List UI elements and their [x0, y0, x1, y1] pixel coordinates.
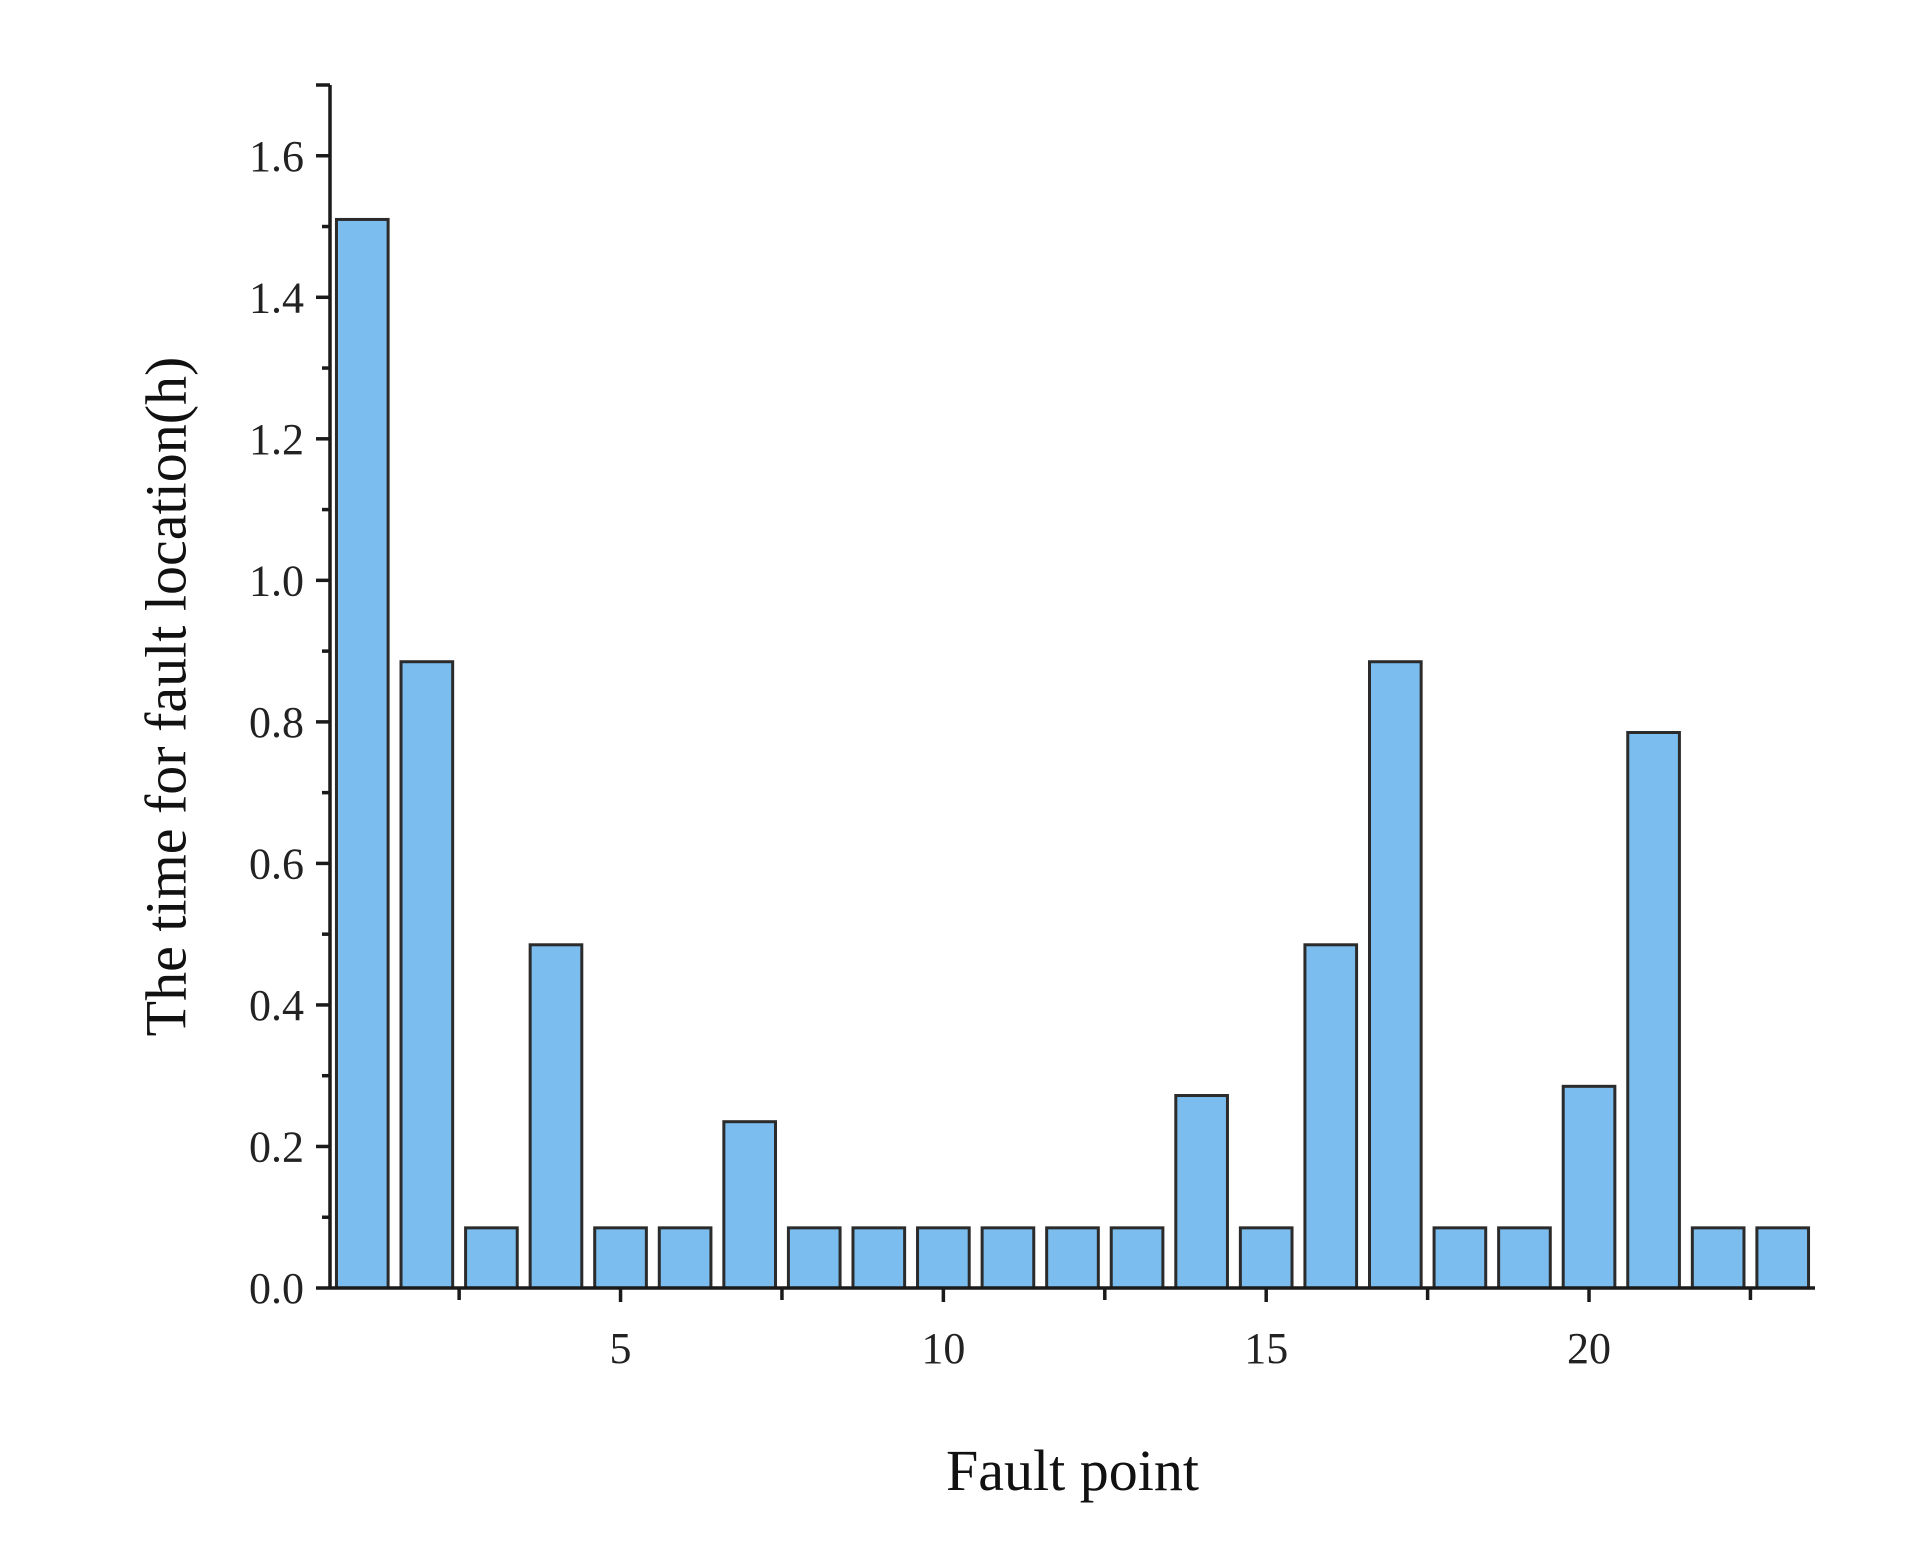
bar-fault-point-22: [1690, 1226, 1746, 1290]
bar-fault-point-5: [593, 1226, 648, 1290]
x-tick-label: 15: [1244, 1324, 1288, 1373]
bar-fault-point-14: [1174, 1094, 1229, 1290]
x-tick-label: 10: [921, 1324, 965, 1373]
bar-fault-point-16: [1303, 943, 1359, 1290]
bar-fault-point-2: [399, 660, 455, 1290]
bar-fault-point-23: [1755, 1226, 1811, 1290]
y-tick-label: 0.6: [249, 839, 304, 888]
y-axis-title: The time for fault location(h): [133, 357, 198, 1037]
bar-fault-point-3: [464, 1226, 519, 1290]
bar-fault-point-9: [851, 1226, 907, 1290]
bar-fault-point-13: [1109, 1226, 1165, 1290]
y-tick-label: 0.4: [249, 981, 304, 1030]
x-axis-title: Fault point: [946, 1438, 1199, 1503]
y-tick-label: 1.2: [249, 415, 304, 464]
x-ticks: 5 10 15 20: [457, 1288, 1753, 1373]
bar-fault-point-11: [980, 1226, 1036, 1290]
bar-fault-point-21: [1626, 731, 1681, 1290]
bar-fault-point-20: [1561, 1084, 1617, 1290]
bar-fault-point-18: [1432, 1226, 1488, 1290]
y-tick-label: 0.2: [249, 1122, 304, 1171]
x-tick-label: 20: [1567, 1324, 1611, 1373]
bar-fault-point-4: [528, 943, 584, 1290]
bar-fault-point-6: [657, 1226, 713, 1290]
bar-fault-point-15: [1238, 1226, 1294, 1290]
bar-fault-point-1: [334, 217, 390, 1290]
bar-fault-point-19: [1497, 1226, 1552, 1290]
x-tick-label: 5: [610, 1324, 632, 1373]
y-tick-label: 1.0: [249, 556, 304, 605]
y-tick-label: 1.4: [249, 273, 304, 322]
bar-fault-point-12: [1045, 1226, 1100, 1290]
y-tick-label: 0.0: [249, 1264, 304, 1313]
bars-layer: [334, 217, 1811, 1290]
y-ticks: 0.0 0.2 0.4 0.6 0.8 1.0 1.2 1.4 1.6: [249, 83, 330, 1313]
y-tick-label: 0.8: [249, 698, 304, 747]
bar-fault-point-8: [786, 1226, 842, 1290]
bar-fault-point-7: [722, 1120, 777, 1290]
bar-fault-point-17: [1368, 660, 1423, 1290]
bar-fault-point-10: [916, 1226, 971, 1290]
axes-layer: [328, 85, 1815, 1290]
y-tick-label: 1.6: [249, 132, 304, 181]
